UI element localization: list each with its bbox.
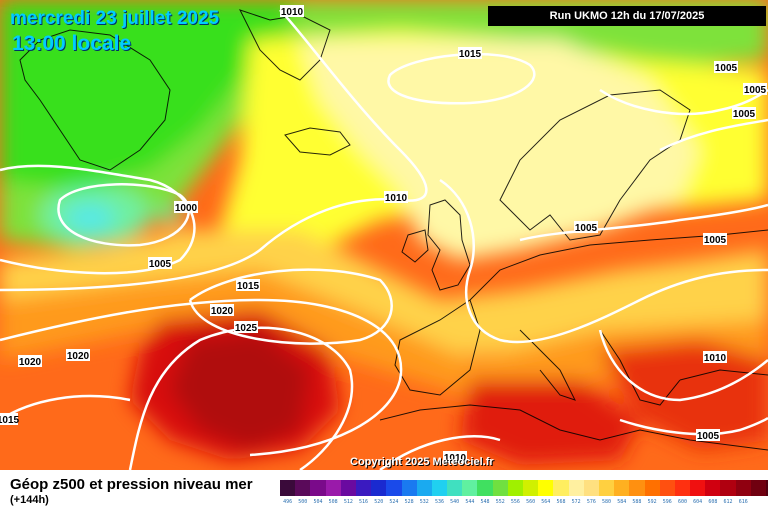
color-scale-label: 528 [404,499,414,505]
geopotential-field [0,0,768,470]
color-scale-cell [355,480,372,496]
color-scale-label: 524 [389,499,399,505]
color-scale-label: 532 [419,499,429,505]
color-scale-label: 612 [723,499,733,505]
forecast-time: 13:00 locale [12,32,132,55]
color-scale-cell [462,480,478,496]
color-scale-label: 512 [343,499,353,505]
color-scale-label: 536 [434,499,444,505]
color-scale-cell [598,480,615,496]
color-scale-cell [674,480,691,496]
color-scale-label: 616 [738,499,748,505]
color-scale-label: 580 [602,499,612,505]
map-legend-footer: Géop z500 et pression niveau mer (+144h)… [0,470,768,512]
color-scale-label: 588 [632,499,642,505]
isobar-label: 1005 [149,259,172,270]
forecast-range: (+144h) [10,494,49,506]
color-scale-cell [583,480,599,496]
color-scale-label: 516 [359,499,369,505]
color-scale-label: 560 [526,499,536,505]
color-scale-cell [386,480,402,496]
color-scale-label: 500 [298,499,308,505]
color-scale-cell [477,480,493,496]
color-scale-label: 608 [708,499,718,505]
color-scale-cell [492,480,508,496]
isobar-label: 1015 [459,49,482,60]
isobar-label: 1020 [67,351,90,362]
color-scale-label: 544 [465,499,475,505]
isobar-label: 1010 [444,453,467,464]
color-scale-cell [705,480,721,496]
isobar-label: 1005 [704,235,727,246]
color-scale-label [751,499,766,505]
color-scale-cell [553,480,569,496]
color-scale-cell [629,480,645,496]
isobar-label: 1005 [733,109,756,120]
copyright-notice: Copyright 2025 Meteociel.fr [350,456,494,468]
color-scale-label: 496 [283,499,293,505]
isobar-label: 1015 [0,415,20,426]
color-scale-cell [720,480,736,496]
isobar-label: 1010 [281,7,304,18]
isobar-label: 1005 [715,63,738,74]
isobar-labels: 1010 1015 1005 1005 1005 1000 1005 1010 … [0,5,767,464]
isobar-label: 1000 [175,203,198,214]
color-scale-cell [614,480,630,496]
color-scale [280,480,768,496]
color-scale-cell [523,480,539,496]
color-scale-label: 596 [662,499,672,505]
color-scale-cell [280,480,296,496]
color-scale-label: 576 [586,499,596,505]
color-scale-cell [735,480,751,496]
color-scale-cell [340,480,356,496]
isobar-label: 1005 [697,431,720,442]
isobar-label: 1010 [385,193,408,204]
color-scale-label: 540 [450,499,460,505]
isobar-label: 1005 [744,85,767,96]
isobar-label: 1020 [211,306,234,317]
color-scale-label: 504 [313,499,323,505]
color-scale-cell [371,480,387,496]
isobar-label: 1015 [237,281,260,292]
forecast-date: mercredi 23 juillet 2025 [10,8,220,29]
color-scale-label: 556 [510,499,520,505]
model-run-info: Run UKMO 12h du 17/07/2025 [488,6,766,26]
color-scale-label: 600 [677,499,687,505]
color-scale-cell [568,480,584,496]
color-scale-labels: 496 500 504 508 512 516 520 524 528 532 536 540 544 5… [280,499,768,505]
color-scale-label: 568 [556,499,566,505]
isobar-label: 1005 [575,223,598,234]
color-scale-label: 548 [480,499,490,505]
color-scale-cell [750,480,766,496]
color-scale-label: 572 [571,499,581,505]
color-scale-label: 552 [495,499,505,505]
color-scale-cell [325,480,341,496]
color-scale-label: 592 [647,499,657,505]
color-scale-cell [659,480,675,496]
color-scale-cell [690,480,706,496]
color-scale-label: 604 [693,499,703,505]
color-scale-label: 584 [617,499,627,505]
color-scale-cell [295,480,311,496]
color-scale-label: 508 [328,499,338,505]
color-scale-cell [401,480,417,496]
color-scale-cell [416,480,432,496]
isobar-label: 1020 [19,357,42,368]
color-scale-label: 564 [541,499,551,505]
color-scale-cell [766,480,768,496]
isobar-label: 1010 [704,353,727,364]
isobar-label: 1025 [235,323,258,334]
map-title: Géop z500 et pression niveau mer [10,476,253,493]
color-scale-cell [310,480,326,496]
color-scale-cell [644,480,660,496]
color-scale-cell [431,480,448,496]
color-scale-label: 520 [374,499,384,505]
color-scale-cell [507,480,523,496]
weather-map: 1010 1015 1005 1005 1005 1000 1005 1010 … [0,0,768,470]
color-scale-cell [538,480,554,496]
color-scale-cell [447,480,463,496]
